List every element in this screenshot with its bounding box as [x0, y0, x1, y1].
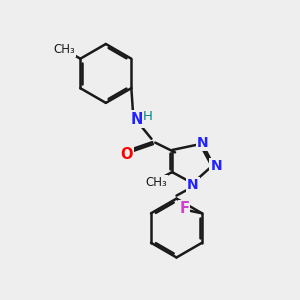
Text: H: H [143, 110, 153, 123]
Text: N: N [197, 136, 209, 150]
Text: N: N [130, 112, 143, 127]
Text: N: N [187, 178, 199, 192]
Text: CH₃: CH₃ [53, 43, 75, 56]
Text: N: N [210, 159, 222, 173]
Text: O: O [120, 147, 133, 162]
Text: CH₃: CH₃ [145, 176, 167, 189]
Text: F: F [179, 201, 189, 216]
